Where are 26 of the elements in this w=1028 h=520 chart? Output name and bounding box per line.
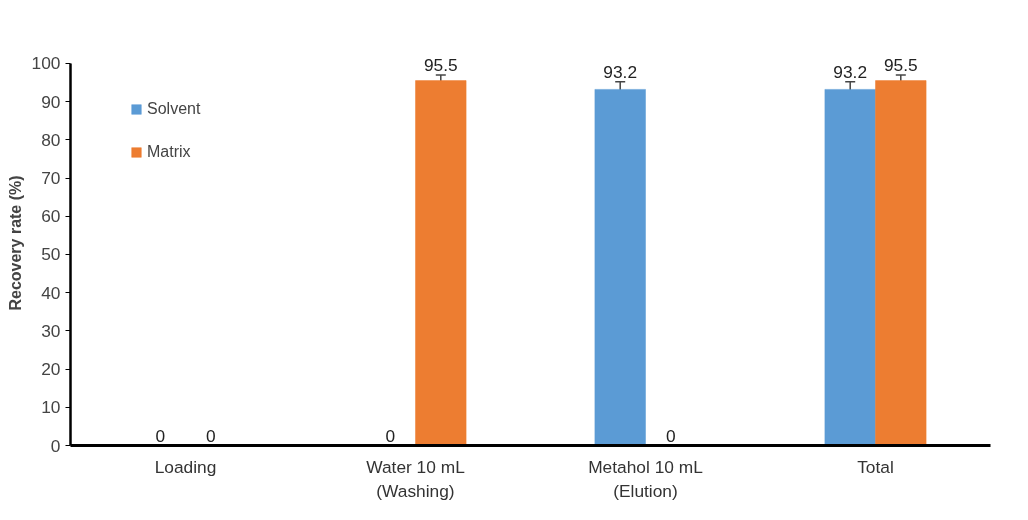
x-tick-label: Water 10 mL (Washing) [366, 456, 466, 501]
y-tick-label: 10 [41, 397, 61, 418]
y-tick-label: 100 [31, 53, 61, 74]
legend-label: Solvent [147, 100, 201, 118]
legend-label: Matrix [147, 143, 191, 161]
data-label: 0 [155, 425, 166, 446]
y-tick-label: 0 [50, 435, 61, 456]
data-label: 93.2 [603, 61, 638, 82]
y-axis-title: Recovery rate (%) [6, 175, 24, 311]
y-tick-label: 80 [41, 129, 61, 150]
y-tick-label: 30 [41, 320, 61, 341]
data-label: 95.5 [423, 54, 458, 75]
data-label: 0 [385, 425, 396, 446]
y-tick-label: 60 [41, 206, 61, 227]
x-tick-label: Loading [154, 456, 217, 477]
data-label: 95.5 [883, 54, 918, 75]
x-tick-label: Total [857, 456, 894, 477]
y-tick-label: 40 [41, 282, 61, 303]
y-tick-label: 90 [41, 91, 61, 112]
y-tick-label: 50 [41, 244, 61, 265]
data-label: 93.2 [833, 61, 868, 82]
y-tick-label: 20 [41, 359, 61, 380]
data-label: 0 [205, 425, 216, 446]
y-tick-label: 70 [41, 168, 61, 189]
data-label: 0 [665, 425, 676, 446]
x-tick-label: Metahol 10 mL (Elution) [588, 456, 704, 501]
